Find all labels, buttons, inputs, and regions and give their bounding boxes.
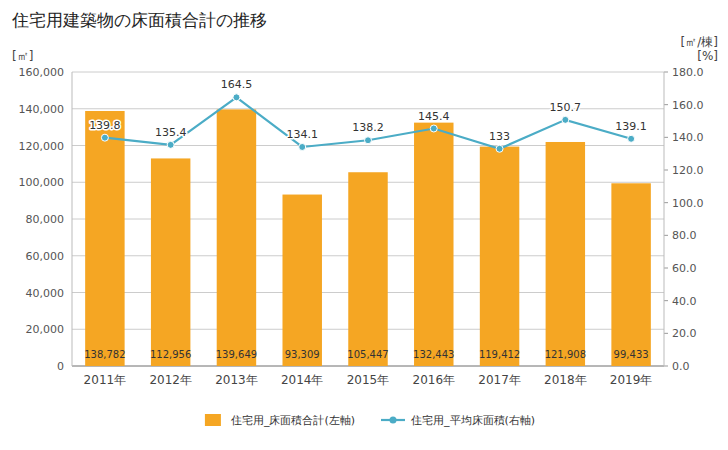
bar [348,172,387,366]
x-tick-label: 2016年 [413,373,456,387]
y2-tick [664,333,668,334]
legend-item: 住宅用_平均床面積(右軸) [381,414,535,427]
y-axis-line [72,72,73,366]
x-tick-label: 2018年 [544,373,587,387]
bar-label: 119,412 [479,349,520,360]
line-label: 164.5 [221,78,253,91]
y2-tick [664,300,668,301]
y-tick-label: 140,000 [19,103,65,116]
y2-tick-label: 100.0 [672,197,704,210]
y-tick-label: 80,000 [26,213,65,226]
line-marker [299,143,306,150]
y2-tick [664,202,668,203]
y2-tick-label: 40.0 [672,295,697,308]
y2-tick-label: 20.0 [672,327,697,340]
marks [85,94,651,366]
bar-label: 112,956 [150,349,191,360]
bar-label: 139,649 [216,349,257,360]
y2-axis-line [664,72,665,366]
legend-label: 住宅用_平均床面積(右軸) [411,414,535,427]
line-label: 150.7 [550,101,582,114]
y2-axis-label: [㎡/棟] [681,35,718,49]
bar [151,158,190,366]
x-tick-label: 2019年 [610,373,653,387]
bar [85,111,124,366]
y2-tick-label: 0.0 [672,360,690,373]
line-marker [430,125,437,132]
data-labels: 138,782 112,956 139,649 93,309 105,447 132,44… [84,78,648,360]
y2-tick [664,170,668,171]
bar [217,109,256,366]
y2-tick-label: 180.0 [672,66,704,79]
x-tick-label: 2015年 [347,373,390,387]
bar [480,147,519,366]
y2-tick [664,366,668,367]
y-tick-label: 40,000 [26,287,65,300]
y-tick-label: 120,000 [19,140,65,153]
legend: 住宅用_床面積合計(左軸) 住宅用_平均床面積(右軸) [205,414,535,427]
y2-tick [664,235,668,236]
y-tick-label: 0 [57,360,64,373]
y2-tick [664,104,668,105]
bar-label: 132,443 [413,349,454,360]
line-marker [233,94,240,101]
y2-tick-label: 120.0 [672,164,704,177]
y2-tick [664,137,668,138]
bar [546,142,585,366]
y-tick-label: 20,000 [26,323,65,336]
grid-line [72,72,664,73]
bar-label: 121,908 [545,349,586,360]
x-tick-label: 2013年 [215,373,258,387]
y-axis-label: [㎡] [12,49,33,63]
y2-axis-label: [%] [697,49,718,63]
legend-item: 住宅用_床面積合計(左軸) [205,414,355,427]
line-label: 145.4 [418,110,450,123]
bar-label: 138,782 [84,349,125,360]
x-tick-label: 2014年 [281,373,324,387]
x-tick-label: 2017年 [478,373,521,387]
y2-tick [664,268,668,269]
title: 住宅用建築物の床面積合計の推移 [11,10,267,30]
bar [611,183,650,366]
bar [282,195,321,366]
y-tick-label: 60,000 [26,250,65,263]
line-marker [562,116,569,123]
y2-tick-label: 60.0 [672,262,697,275]
line-label: 139.8 [89,119,121,132]
legend-swatch [390,417,397,424]
y2-tick-label: 80.0 [672,229,697,242]
bar-label: 105,447 [347,349,388,360]
x-tick-label: 2011年 [84,373,127,387]
line-marker [167,141,174,148]
line-label: 135.4 [155,126,187,139]
line-marker [628,135,635,142]
line-label: 134.1 [286,128,318,141]
line-label: 138.2 [352,121,384,134]
line [105,97,631,148]
line-label: 139.1 [615,120,647,133]
line-marker [101,134,108,141]
line-label: 133 [489,130,510,143]
bar-label: 93,309 [285,349,320,360]
legend-swatch [205,414,221,426]
y-tick-label: 160,000 [19,66,65,79]
bar [414,123,453,366]
chart: 住宅用建築物の床面積合計の推移 [㎡] [㎡/棟][%] 0 20,000 40,000 6… [0,0,728,450]
y2-tick [664,72,668,73]
bar-label: 99,433 [614,349,649,360]
grid [72,72,664,366]
y-tick-label: 100,000 [19,176,65,189]
line-marker [365,137,372,144]
y2-tick-label: 140.0 [672,131,704,144]
x-tick-label: 2012年 [149,373,192,387]
y2-tick-label: 160.0 [672,99,704,112]
legend-label: 住宅用_床面積合計(左軸) [231,414,355,427]
line-marker [496,145,503,152]
